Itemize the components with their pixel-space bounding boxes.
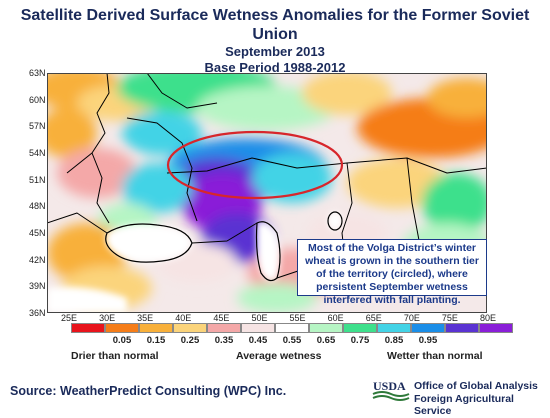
colorbar-swatch <box>139 323 173 333</box>
longitude-label: 60E <box>327 313 344 323</box>
colorbar-swatch <box>445 323 479 333</box>
longitude-label: 35E <box>137 313 154 323</box>
agency-line-2: Foreign Agricultural Service <box>414 392 514 418</box>
volga-callout-text: Most of the Volga District’s winter whea… <box>305 242 479 306</box>
colorbar-swatch <box>479 323 513 333</box>
colorbar-tick-label: 0.15 <box>146 335 166 346</box>
volga-callout: Most of the Volga District’s winter whea… <box>297 239 487 306</box>
colorbar-label-mid: Average wetness <box>236 350 322 362</box>
colorbar-tick-label: 0.75 <box>350 335 370 346</box>
longitude-label: 30E <box>99 313 116 323</box>
latitude-label: 63N <box>29 68 46 78</box>
longitude-label: 50E <box>251 313 268 323</box>
coastlines <box>105 211 343 282</box>
latitude-label: 54N <box>29 148 46 158</box>
colorbar-swatch <box>343 323 377 333</box>
longitude-label: 45E <box>213 313 230 323</box>
latitude-label: 60N <box>29 94 46 105</box>
latitude-label: 51N <box>29 174 46 185</box>
usda-logo: USDA <box>372 378 410 402</box>
map-title-block: Satellite Derived Surface Wetness Anomal… <box>0 6 550 76</box>
longitude-label: 65E <box>365 313 382 323</box>
volga-district-highlight-ring <box>166 130 344 200</box>
longitude-label: 25E <box>61 313 78 323</box>
longitude-label: 55E <box>289 313 306 323</box>
anomaly-field <box>47 73 487 313</box>
colorbar-label-wet: Wetter than normal <box>387 350 483 362</box>
map-month: September 2013 <box>225 44 325 59</box>
latitude-label: 45N <box>29 228 46 238</box>
latitude-label: 48N <box>29 201 46 212</box>
source-credit: Source: WeatherPredict Consulting (WPC) … <box>10 384 287 398</box>
colorbar-label-dry: Drier than normal <box>71 350 159 362</box>
anomaly-map <box>47 73 487 313</box>
colorbar-tick-label: 0.45 <box>248 335 268 346</box>
longitude-label: 70E <box>403 313 420 323</box>
colorbar-swatch <box>207 323 241 333</box>
colorbar-tick-label: 0.25 <box>180 335 200 346</box>
longitude-label: 75E <box>441 313 458 323</box>
longitude-label: 40E <box>175 313 192 323</box>
colorbar-tick-label: 0.55 <box>282 335 302 346</box>
latitude-label: 36N <box>29 308 46 318</box>
colorbar-swatch <box>411 323 445 333</box>
colorbar-swatch <box>241 323 275 333</box>
latitude-label: 57N <box>29 121 46 132</box>
colorbar-swatch <box>105 323 139 333</box>
longitude-label: 80E <box>480 313 497 323</box>
agency-line-1: Office of Global Analysis <box>414 380 538 392</box>
latitude-label: 42N <box>29 254 46 265</box>
colorbar-tick-label: 0.95 <box>418 335 438 346</box>
seas <box>47 212 342 313</box>
latitude-label: 39N <box>29 281 46 292</box>
colorbar-swatch <box>71 323 105 333</box>
colorbar-swatch <box>377 323 411 333</box>
colorbar-tick-label: 0.35 <box>214 335 234 346</box>
colorbar-tick-label: 0.65 <box>316 335 336 346</box>
map-frame <box>47 73 487 313</box>
colorbar-swatch <box>275 323 309 333</box>
usda-wordmark: USDA <box>373 379 406 393</box>
map-base-period: Base Period 1988-2012 <box>204 60 346 75</box>
colorbar-swatch <box>309 323 343 333</box>
map-title: Satellite Derived Surface Wetness Anomal… <box>20 7 530 43</box>
colorbar-tick-label: 0.05 <box>112 335 132 346</box>
colorbar-swatch <box>173 323 207 333</box>
colorbar-tick-label: 0.85 <box>384 335 404 346</box>
